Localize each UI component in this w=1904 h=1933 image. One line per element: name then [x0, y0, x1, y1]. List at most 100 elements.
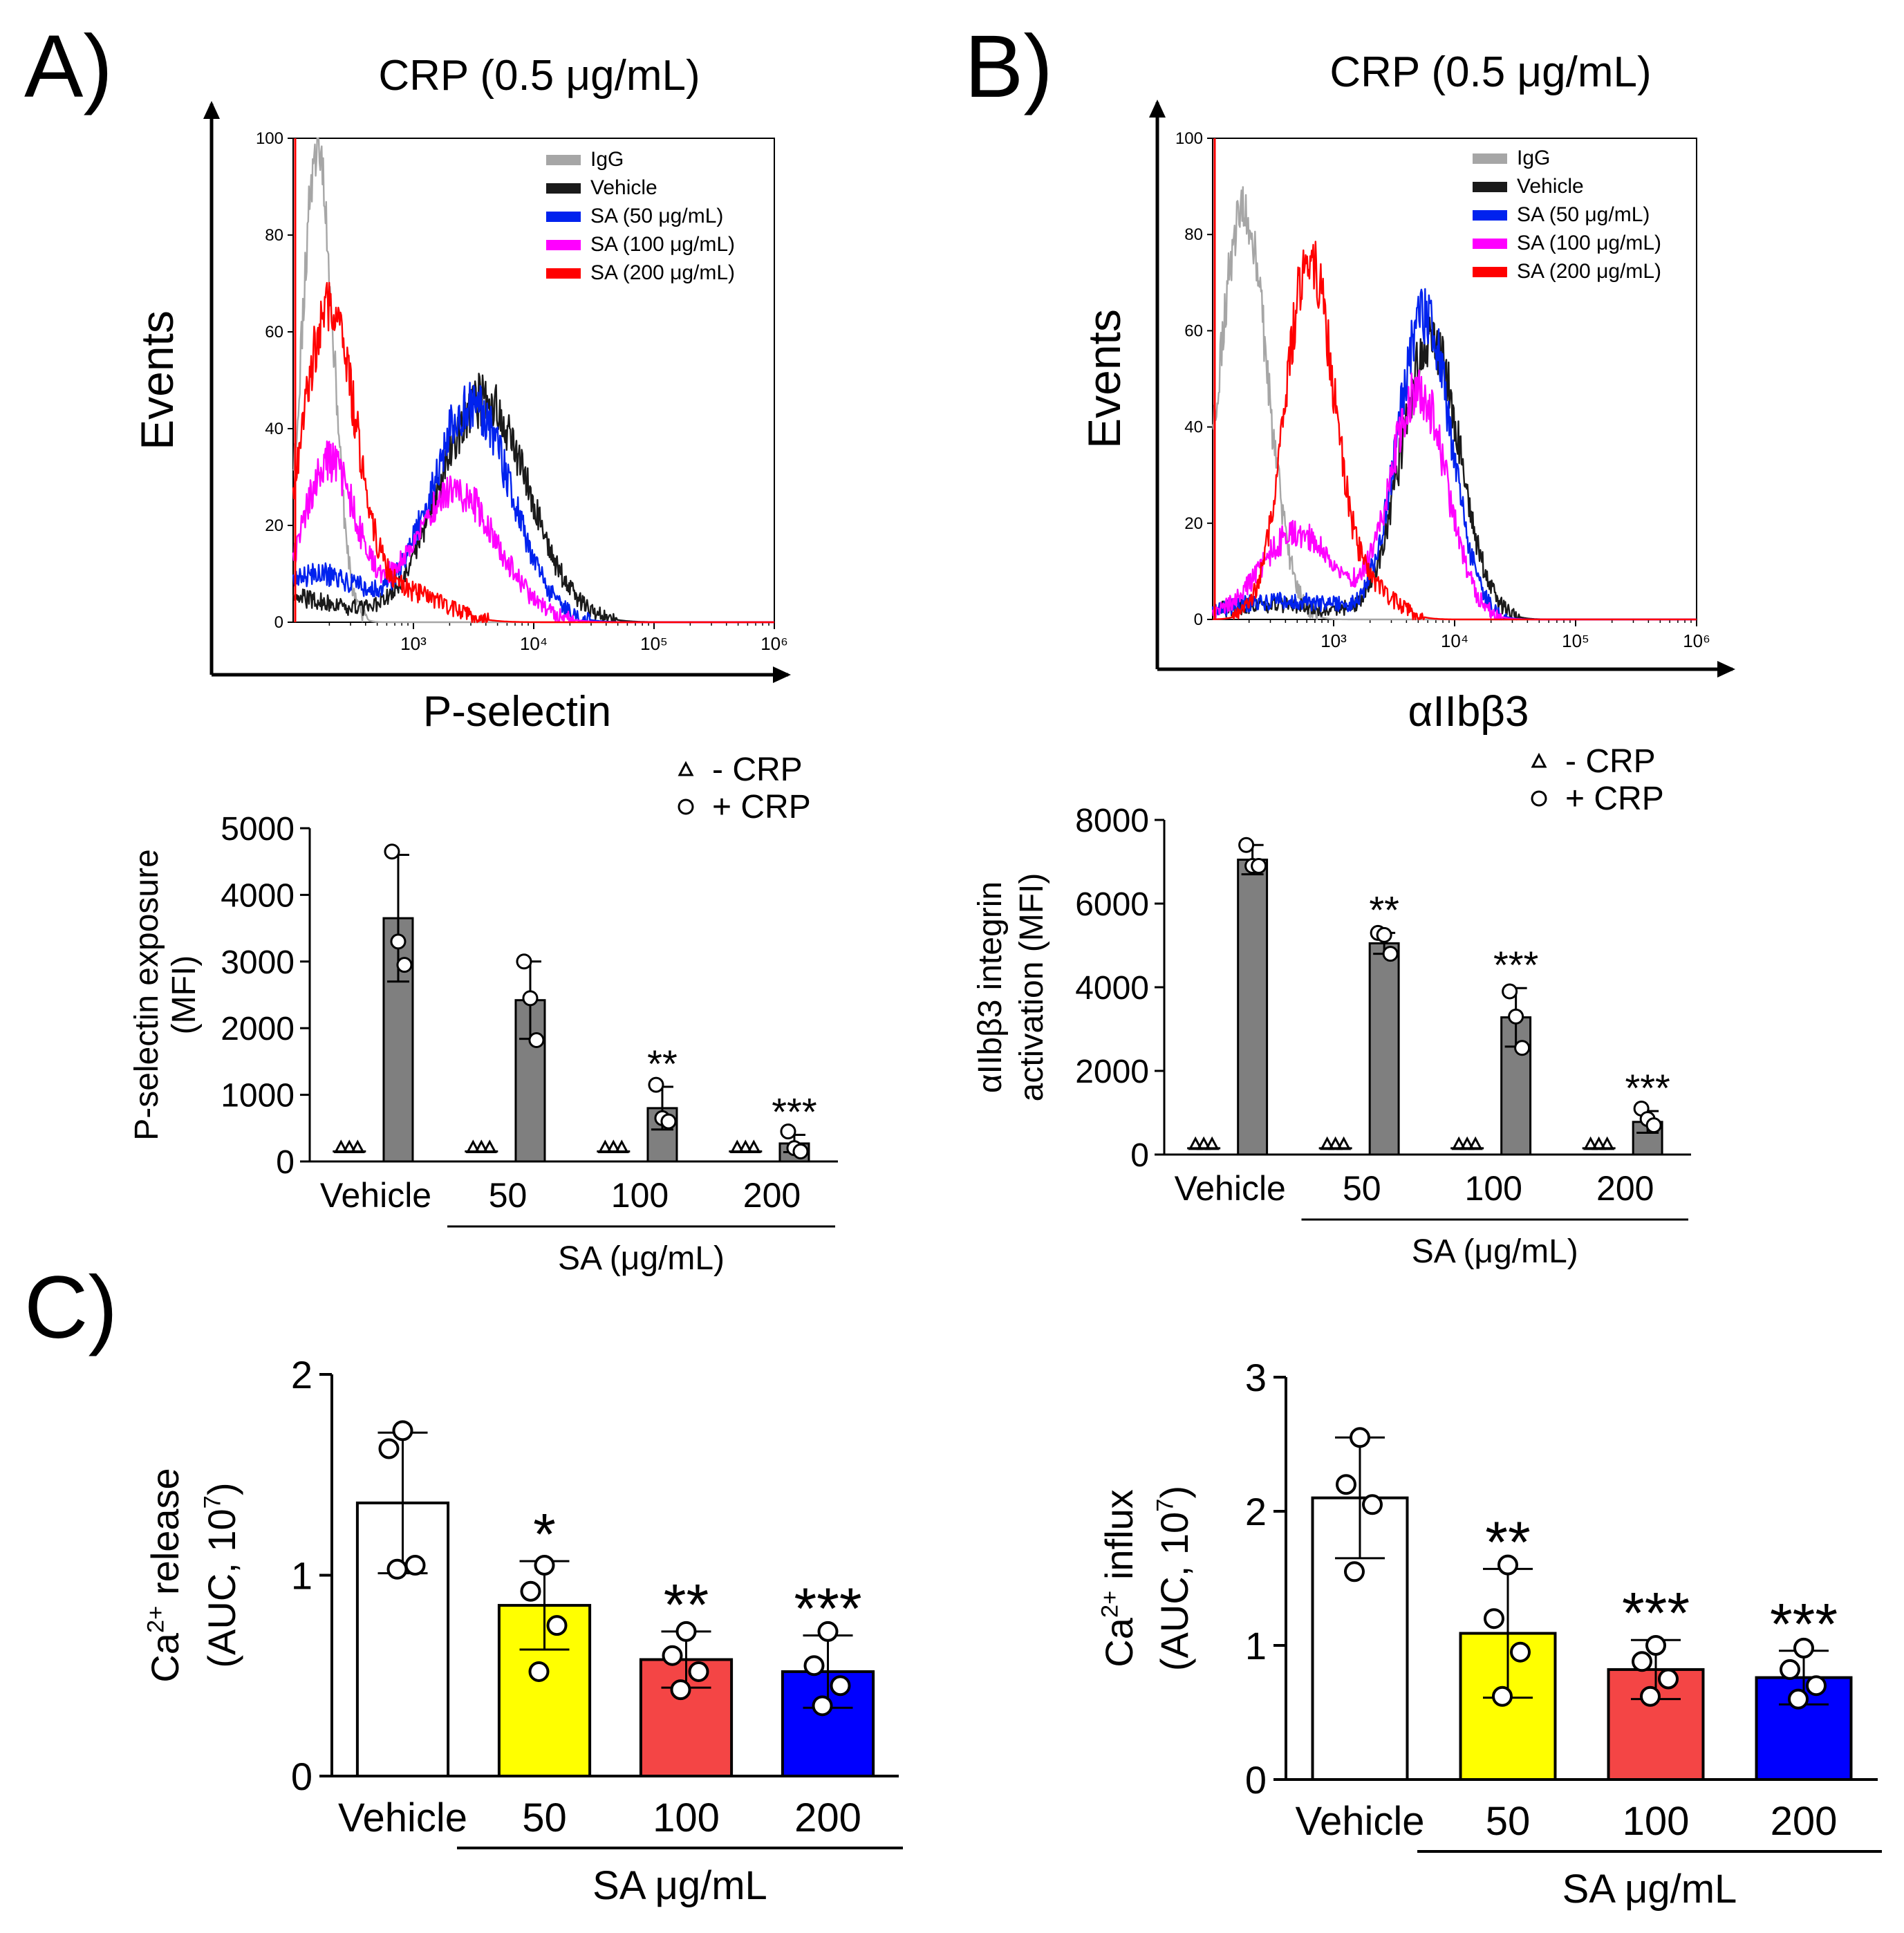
- y-tick-label: 2000: [1075, 1054, 1149, 1090]
- plus-crp-point: [390, 933, 407, 950]
- data-point: [670, 1679, 691, 1701]
- significance-mark: **: [1369, 888, 1399, 931]
- data-point: [817, 1621, 839, 1642]
- plus-crp-point: [396, 957, 413, 973]
- plus-crp-point: [648, 1076, 664, 1093]
- significance-mark: ***: [772, 1090, 816, 1133]
- plus-crp-point: [660, 1113, 677, 1130]
- x-axis-arrowhead: [773, 666, 791, 683]
- y-tick-label: 40: [265, 420, 283, 438]
- data-point: [1484, 1608, 1504, 1629]
- category-label: 100: [653, 1795, 720, 1840]
- data-point: [1344, 1561, 1365, 1582]
- data-point: [1780, 1659, 1800, 1680]
- y-axis-label-line2-rest: ): [1152, 1486, 1196, 1499]
- significance-mark: ***: [1625, 1066, 1670, 1110]
- y-axis-label-line2-rest: ): [200, 1482, 243, 1495]
- y-tick-label: 4000: [1075, 970, 1149, 1007]
- y-axis-label-line1-base: Ca: [143, 1632, 187, 1682]
- legend-label: + CRP: [712, 789, 811, 825]
- data-point: [812, 1695, 833, 1717]
- significance-mark: *: [533, 1502, 556, 1567]
- data-point: [1658, 1668, 1679, 1690]
- panel-letter-b: B): [964, 17, 1053, 116]
- y-axis-label-line1-rest: release: [143, 1468, 187, 1605]
- data-point: [1510, 1641, 1531, 1663]
- data-point: [528, 1661, 550, 1682]
- legend-swatch: [546, 155, 581, 165]
- data-point: [534, 1554, 555, 1576]
- significance-mark: ***: [1622, 1580, 1690, 1645]
- integrin-histogram: CRP (0.5 μg/mL) Events αIIbβ3 0 20 40 60 80 100 1…: [1079, 48, 1735, 736]
- y-tick-label: 1000: [221, 1078, 295, 1114]
- y-axis-label-line2: (AUC, 107): [1152, 1486, 1196, 1671]
- legend-label: IgG: [1517, 147, 1550, 169]
- y-tick-label: 1: [291, 1554, 312, 1598]
- category-label: 50: [1486, 1799, 1531, 1844]
- group-label: SA μg/mL: [1562, 1867, 1737, 1912]
- y-axis-label-line2-base: (AUC, 10: [1152, 1512, 1196, 1671]
- category-label: 200: [794, 1795, 861, 1840]
- plus-crp-point: [1251, 858, 1267, 875]
- y-tick-label: 0: [276, 1144, 295, 1181]
- y-axis-label-line2: (MFI): [166, 955, 203, 1035]
- data-point: [386, 1558, 408, 1580]
- legend-marker-triangle: [678, 760, 694, 776]
- group-label: SA (μg/mL): [558, 1240, 725, 1277]
- y-axis-label-line2: activation (MFI): [1014, 873, 1050, 1102]
- y-tick-label: 5000: [221, 811, 295, 848]
- data-point: [1350, 1427, 1370, 1448]
- data-point: [1497, 1554, 1518, 1576]
- data-point: [546, 1615, 568, 1636]
- y-axis-label-line2-base: (AUC, 10: [200, 1509, 243, 1668]
- data-point: [1645, 1635, 1666, 1656]
- legend-marker-triangle: [1531, 752, 1547, 768]
- data-point: [675, 1621, 697, 1642]
- plus-crp-point: [792, 1143, 809, 1160]
- calcium-influx-bar-chart: 0 1 2 3 Ca2+ influx (AUC, 107) Vehicle ** 50 *** 1…: [1097, 1356, 1882, 1912]
- y-tick-label: 6000: [1075, 886, 1149, 923]
- category-label: Vehicle: [320, 1176, 431, 1215]
- x-tick-label: 10⁵: [640, 633, 668, 654]
- category-label: 200: [1771, 1799, 1838, 1844]
- p-selectin-bar-chart: 0 1000 2000 3000 4000 5000 P-selectin exposure…: [129, 751, 838, 1277]
- y-tick-label: 2000: [221, 1011, 295, 1047]
- p-selectin-histogram: CRP (0.5 μg/mL) Events P-selectin 0 20 40 60 80…: [131, 52, 791, 736]
- legend-swatch: [1473, 182, 1507, 192]
- y-tick-label: 20: [265, 516, 283, 535]
- data-point: [688, 1661, 709, 1682]
- plus-crp-point: [1514, 1040, 1531, 1056]
- legend-marker-circle: [1531, 790, 1547, 807]
- histogram-series-sa-200-g-ml-: [1212, 241, 1697, 621]
- y-tick-label: 20: [1184, 514, 1203, 533]
- legend-label: Vehicle: [590, 176, 657, 199]
- data-point: [392, 1420, 413, 1441]
- data-point: [1806, 1675, 1827, 1697]
- legend-label: SA (200 μg/mL): [1517, 260, 1661, 283]
- legend-label: IgG: [590, 148, 624, 171]
- data-point: [1362, 1494, 1383, 1515]
- data-point: [1640, 1685, 1661, 1707]
- legend-swatch: [546, 212, 581, 222]
- data-point: [378, 1438, 400, 1459]
- y-tick-label: 4000: [221, 877, 295, 914]
- legend-swatch: [1473, 153, 1507, 164]
- data-point: [803, 1655, 825, 1677]
- category-label: Vehicle: [338, 1795, 467, 1840]
- plus-crp-point: [1376, 926, 1392, 943]
- category-label: Vehicle: [1295, 1799, 1424, 1844]
- y-tick-label: 40: [1184, 418, 1203, 437]
- y-axis-label-line1: αIIbβ3 integrin: [972, 881, 1009, 1093]
- category-label: 200: [743, 1176, 801, 1215]
- significance-mark: ***: [794, 1576, 861, 1641]
- y-tick-label: 3000: [221, 944, 295, 981]
- y-axis-label-line2-sup: 7: [200, 1495, 226, 1509]
- histogram-series-vehicle: [1211, 317, 1697, 621]
- plus-crp-point: [1645, 1117, 1662, 1134]
- y-tick-label: 100: [1175, 129, 1203, 148]
- legend-label: SA (50 μg/mL): [1517, 203, 1650, 226]
- y-tick-label: 2: [1245, 1490, 1267, 1533]
- y-axis-arrowhead: [1149, 100, 1166, 118]
- data-point: [1793, 1637, 1814, 1659]
- plus-crp-point: [522, 990, 539, 1007]
